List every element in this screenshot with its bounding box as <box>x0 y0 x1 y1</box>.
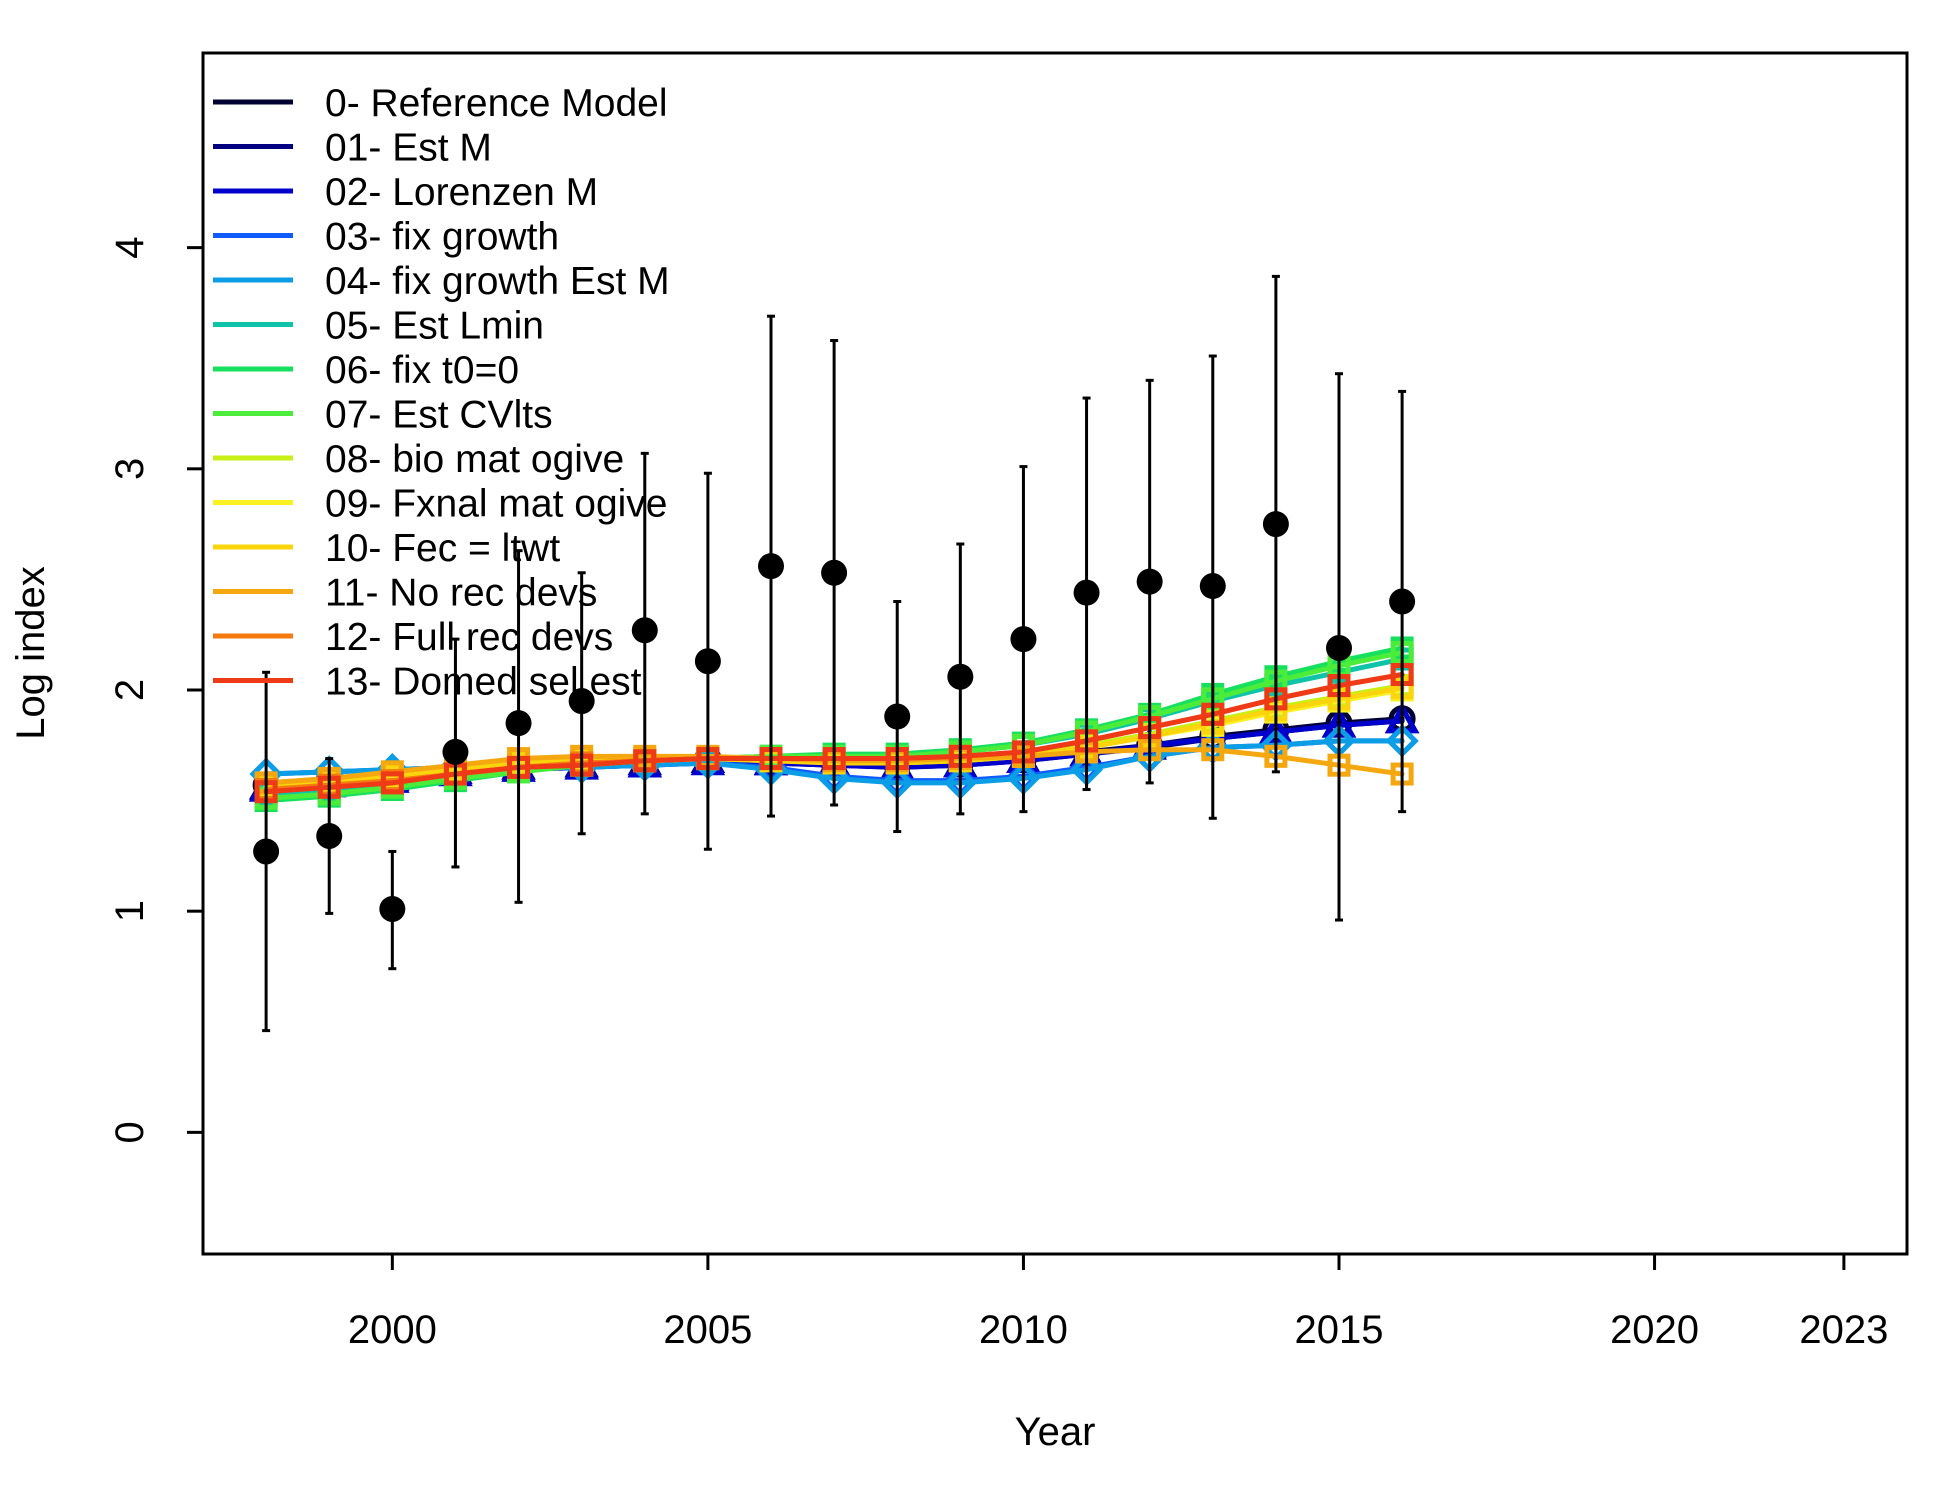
y-tick-label: 0 <box>108 1121 152 1143</box>
observed-point <box>694 648 721 675</box>
series-point <box>380 771 404 795</box>
x-axis-title: Year <box>1015 1410 1096 1454</box>
legend-label: 03- fix growth <box>325 216 559 259</box>
x-tick-label: 2010 <box>979 1308 1068 1352</box>
observed-point <box>1389 588 1416 615</box>
y-tick-label: 4 <box>108 237 152 259</box>
observed-point <box>1262 511 1289 538</box>
observed-point <box>505 710 532 737</box>
observed-point <box>1199 573 1226 600</box>
observed-point <box>1010 626 1037 653</box>
legend-label: 0- Reference Model <box>325 82 668 125</box>
x-tick-label: 2023 <box>1799 1308 1888 1352</box>
legend-label: 10- Fec = ltwt <box>325 527 560 570</box>
y-tick-label: 1 <box>108 900 152 922</box>
observed-point <box>1136 568 1163 595</box>
x-tick-label: 2000 <box>348 1308 437 1352</box>
y-axis-title: Log index <box>9 566 53 739</box>
observed-point <box>821 559 848 586</box>
observed-point <box>947 663 974 690</box>
x-axis: 2000 2005 2010 2015 2020 2023 <box>348 1252 1888 1352</box>
y-tick-label: 3 <box>108 458 152 480</box>
legend-label: 02- Lorenzen M <box>325 171 598 214</box>
legend-label: 09- Fxnal mat ogive <box>325 483 668 526</box>
y-tick-label: 2 <box>108 679 152 701</box>
observed-point <box>379 895 406 922</box>
y-axis: 0 1 2 3 4 <box>108 237 205 1143</box>
legend-label: 05- Est Lmin <box>325 305 544 348</box>
observed-point <box>631 617 658 644</box>
legend-label: 04- fix growth Est M <box>325 260 670 303</box>
legend-label: 11- No rec devs <box>325 572 597 615</box>
x-tick-label: 2015 <box>1295 1308 1384 1352</box>
observed-index-layer <box>253 274 1416 1033</box>
observed-point <box>253 838 280 865</box>
legend-label: 08- bio mat ogive <box>325 438 624 481</box>
observed-point <box>884 703 911 730</box>
legend-label: 01- Est M <box>325 127 492 170</box>
observed-point <box>1073 579 1100 606</box>
observed-point <box>442 738 469 765</box>
legend-label: 13- Domed sel est <box>325 661 642 704</box>
observed-point <box>316 822 343 849</box>
legend-label: 07- Est CVlts <box>325 394 553 437</box>
legend-label: 06- fix t0=0 <box>325 349 519 392</box>
observed-point <box>1326 634 1352 661</box>
x-tick-label: 2020 <box>1610 1308 1699 1352</box>
observed-point <box>758 553 784 580</box>
x-tick-label: 2005 <box>663 1308 752 1352</box>
legend-label: 12- Full rec devs <box>325 616 613 659</box>
observed-point <box>568 688 595 715</box>
